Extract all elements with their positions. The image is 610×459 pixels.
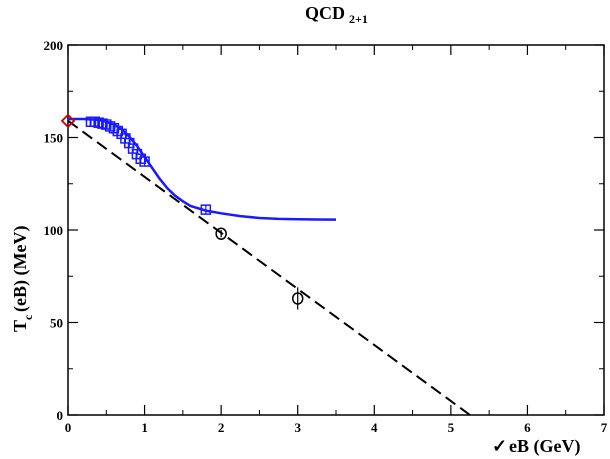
x-tick-label: 0 (65, 420, 72, 435)
chart-title: QCD 2+1 (305, 3, 368, 26)
x-axis-label: ✓ eB (GeV) (492, 436, 580, 457)
y-tick-label: 100 (44, 223, 64, 238)
circle-marker (291, 292, 304, 305)
circle-marker (215, 227, 227, 240)
diamond-marker (60, 113, 76, 129)
sqrt-symbol: ✓ (492, 436, 507, 456)
y-tick-label: 0 (57, 408, 64, 423)
x-tick-label: 1 (141, 420, 148, 435)
plot-frame (67, 44, 605, 416)
x-tick-label: 6 (524, 420, 531, 435)
x-tick-label: 4 (371, 420, 378, 435)
y-axis-label-rest: (eB) (MeV) (10, 226, 31, 312)
y-tick-label: 200 (44, 38, 64, 53)
y-tick-label: 150 (44, 131, 64, 146)
y-axis-label-subscript: c (21, 314, 35, 320)
chart-title-subscript: 2+1 (349, 12, 368, 26)
y-axis-label-main: T (10, 320, 30, 332)
x-axis: 0 1 2 3 4 5 6 7 (65, 45, 608, 435)
x-tick-label: 2 (218, 420, 225, 435)
dashed-fit-line (67, 119, 471, 416)
y-axis: 0 50 100 150 200 (44, 38, 604, 423)
chart-title-main: QCD (305, 3, 345, 23)
y-axis-label: T c (eB) (MeV) (10, 226, 35, 332)
series-layer (60, 113, 471, 416)
x-tick-label: 3 (294, 420, 301, 435)
y-tick-label: 50 (50, 316, 63, 331)
x-tick-label: 5 (448, 420, 455, 435)
x-axis-label-text: eB (GeV) (509, 436, 580, 457)
x-tick-label: 7 (601, 420, 608, 435)
